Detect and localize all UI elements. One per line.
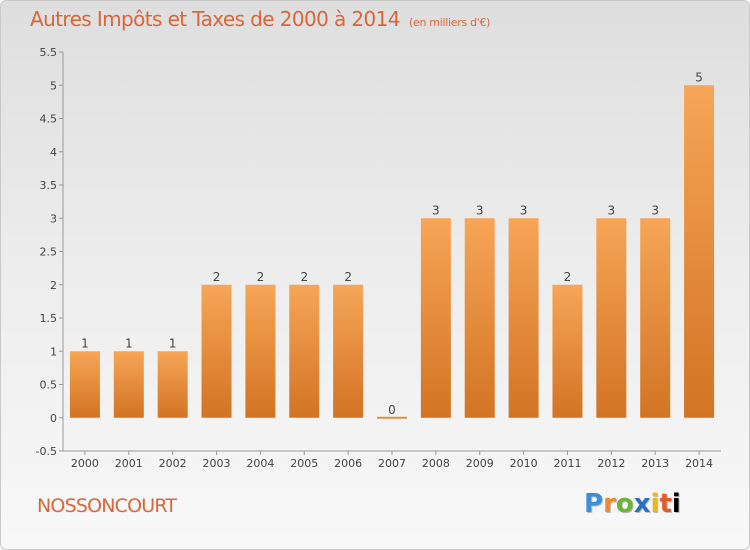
chart-title-block: Autres Impôts et Taxes de 2000 à 2014 (e…: [30, 7, 490, 31]
chart-title: Autres Impôts et Taxes de 2000 à 2014: [30, 7, 400, 31]
bar: [245, 284, 276, 418]
y-tick-label: 4: [50, 146, 57, 159]
proxiti-logo: Proxiti: [584, 489, 681, 519]
bar: [69, 351, 100, 418]
chart-data-labels: 1 1 1 2 2 2 2 0 3 3 3 2 3 3 5: [81, 70, 703, 417]
y-tick-label: 0: [50, 412, 57, 425]
bar-value-label: 3: [608, 203, 616, 217]
bar: [508, 218, 539, 418]
bar-value-label: 3: [476, 203, 484, 217]
x-tick-label: 2002: [159, 457, 187, 470]
bar: [157, 351, 188, 418]
bar: [333, 284, 364, 418]
x-tick-label: 2010: [510, 457, 538, 470]
y-tick-label: -0.5: [36, 445, 57, 458]
x-tick-label: 2006: [334, 457, 362, 470]
chart-bars: [69, 85, 715, 419]
bar-value-label: 3: [651, 203, 659, 217]
bar-value-label: 1: [169, 336, 177, 350]
bar: [289, 284, 320, 418]
bar: [377, 416, 407, 419]
logo-letter: P: [584, 489, 604, 519]
logo-letter: t: [659, 489, 672, 519]
bar-value-label: 2: [257, 270, 265, 284]
y-tick-label: 5: [50, 79, 57, 92]
bar: [552, 284, 583, 418]
y-tick-label: 3: [50, 212, 57, 225]
bar-value-label: 2: [344, 270, 352, 284]
bar-value-label: 2: [300, 270, 308, 284]
bar-value-label: 1: [125, 336, 133, 350]
bar: [113, 351, 144, 418]
bar-value-label: 2: [564, 270, 572, 284]
x-tick-label: 2003: [203, 457, 231, 470]
bar: [420, 218, 451, 418]
commune-name: NOSSONCOURT: [37, 495, 177, 517]
logo-letter: r: [603, 489, 616, 519]
bar-value-label: 3: [432, 203, 440, 217]
x-tick-label: 2013: [641, 457, 669, 470]
x-tick-label: 2008: [422, 457, 450, 470]
x-tick-label: 2011: [553, 457, 581, 470]
chart-axes: -0.5 0 0.5 1 1.5 2 2.5 3 3.5 4 4.5 5 5.5 2000 2001 2002…: [36, 46, 721, 470]
y-tick-label: 2: [50, 279, 57, 292]
chart-unit: (en milliers d'€): [408, 16, 491, 29]
y-tick-label: 1: [50, 345, 57, 358]
logo-letter: x: [633, 489, 651, 519]
bar: [464, 218, 495, 418]
bar-value-label: 0: [388, 403, 396, 417]
logo-letter: o: [615, 489, 634, 519]
logo-letter: i: [671, 489, 681, 519]
y-tick-label: 0.5: [40, 379, 58, 392]
y-tick-label: 5.5: [40, 46, 58, 59]
x-tick-label: 2001: [115, 457, 143, 470]
bar-value-label: 2: [213, 270, 221, 284]
bar-value-label: 5: [695, 70, 703, 84]
y-tick-label: 4.5: [40, 113, 58, 126]
bar: [684, 85, 715, 418]
bar-value-label: 3: [520, 203, 528, 217]
x-tick-label: 2012: [597, 457, 625, 470]
bar: [201, 284, 232, 418]
y-tick-label: 1.5: [40, 312, 58, 325]
bar-value-label: 1: [81, 336, 89, 350]
x-tick-label: 2000: [71, 457, 99, 470]
bar: [640, 218, 671, 418]
y-tick-label: 2.5: [40, 246, 58, 259]
x-tick-label: 2004: [246, 457, 274, 470]
logo-letter: i: [650, 489, 660, 519]
x-tick-label: 2014: [685, 457, 713, 470]
x-tick-label: 2007: [378, 457, 406, 470]
bar: [596, 218, 627, 418]
x-tick-label: 2005: [290, 457, 318, 470]
y-tick-label: 3.5: [40, 179, 58, 192]
x-tick-label: 2009: [466, 457, 494, 470]
